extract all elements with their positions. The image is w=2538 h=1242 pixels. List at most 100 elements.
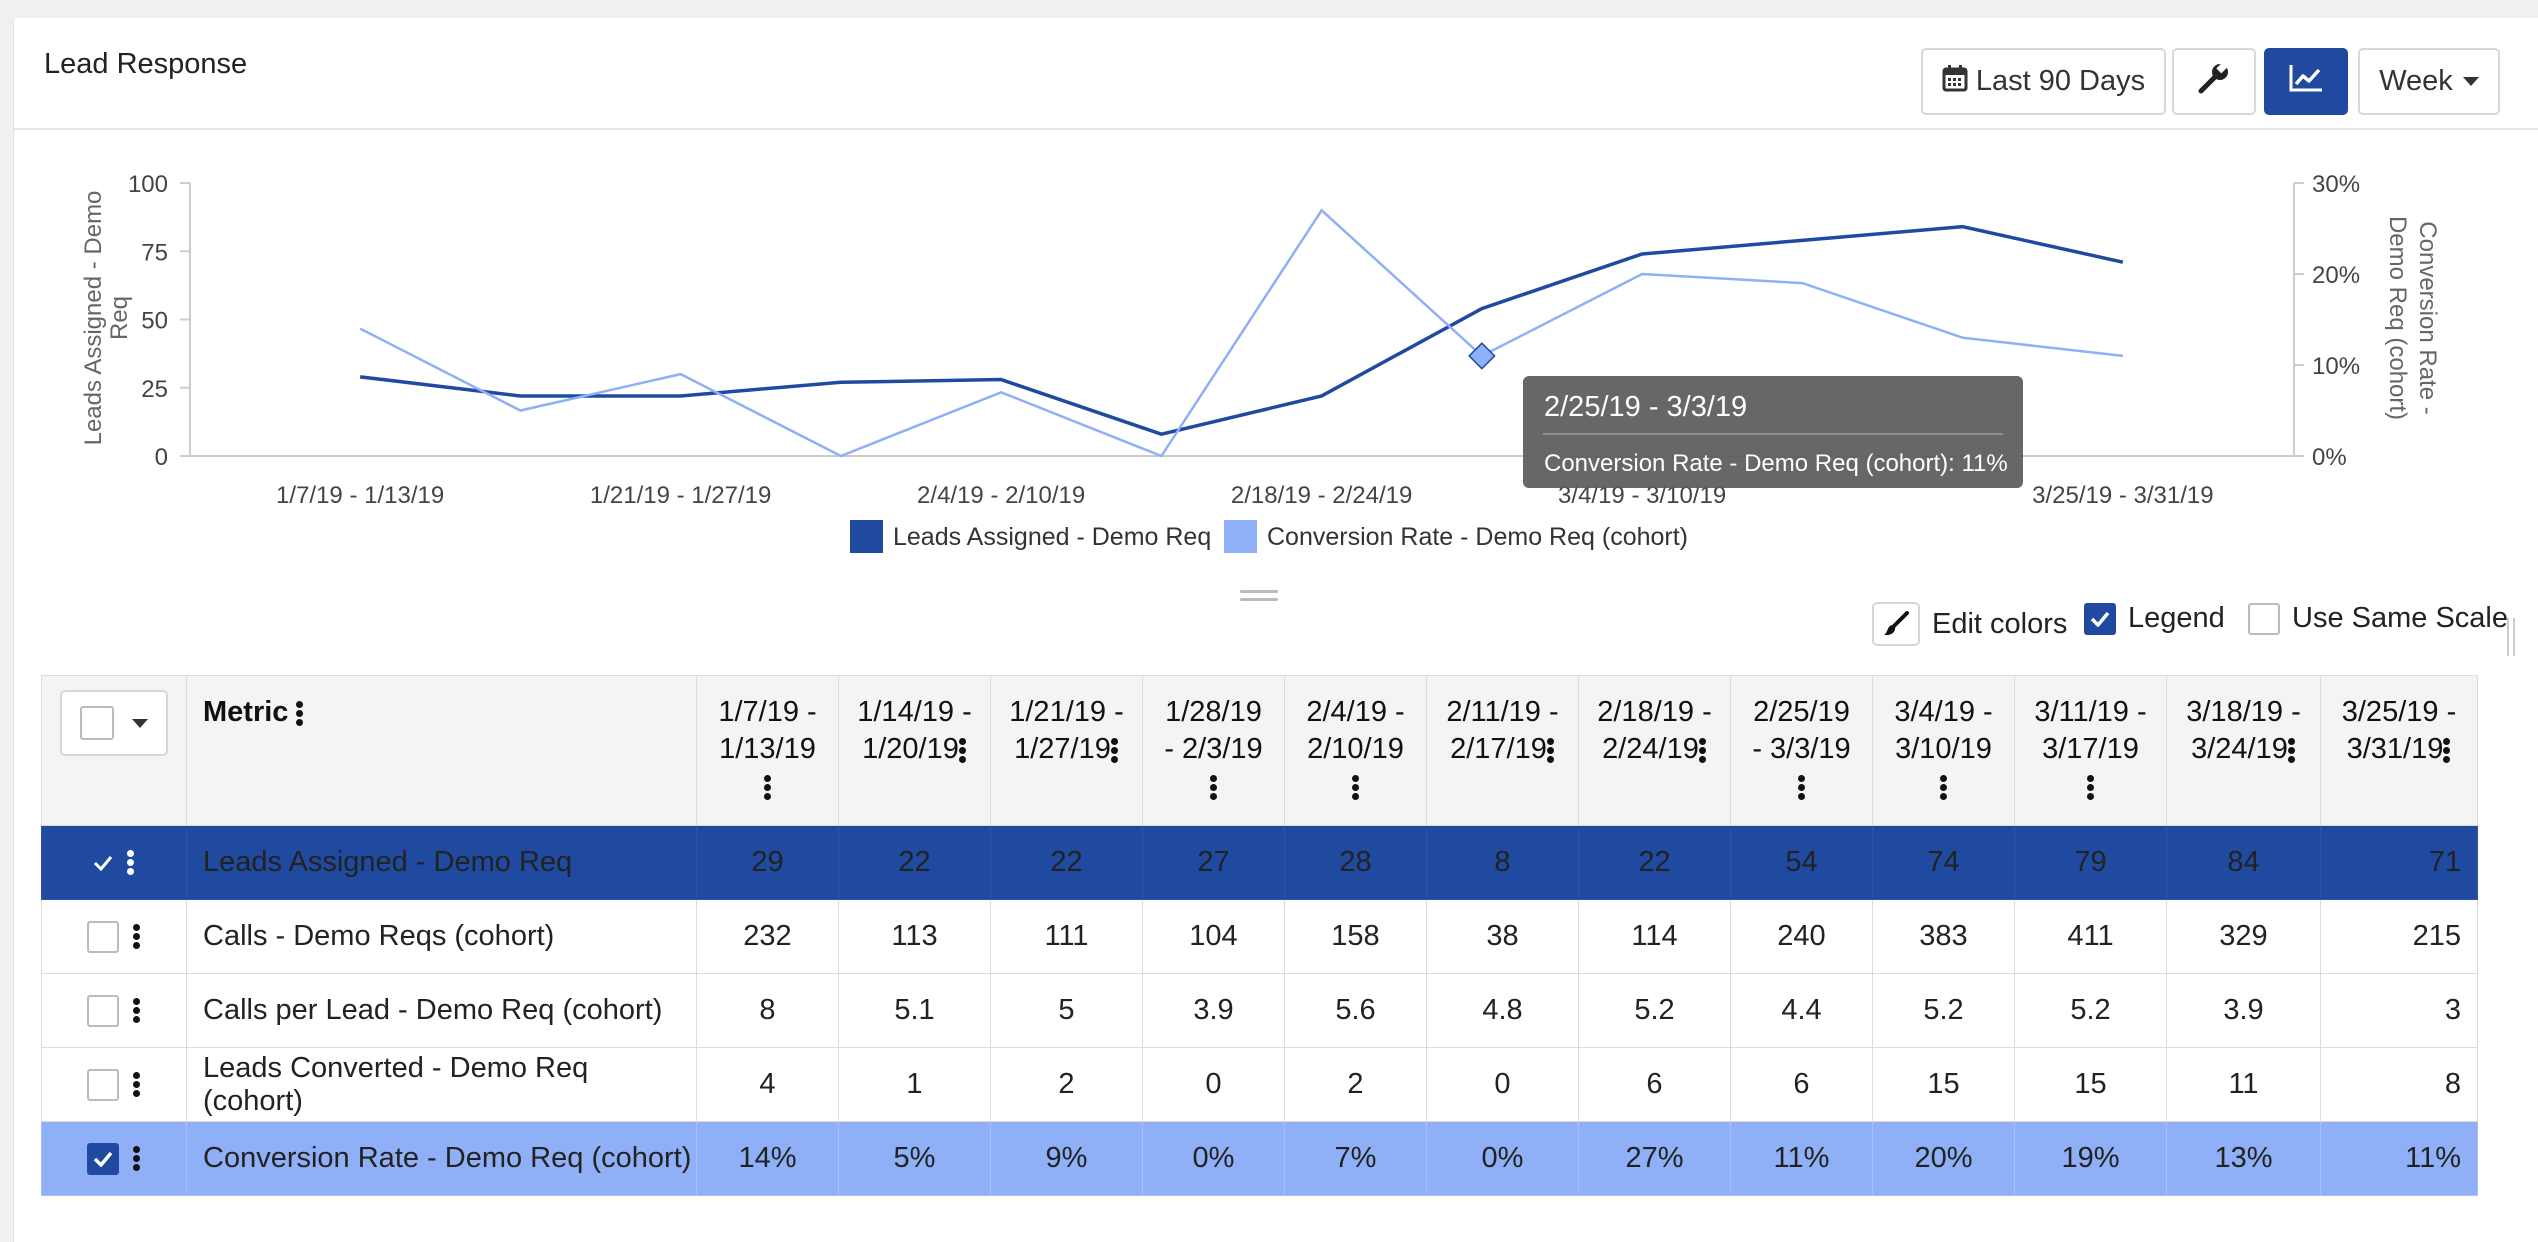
metric-name-cell: Leads Converted - Demo Req (cohort): [186, 1047, 697, 1122]
row-checkbox[interactable]: [87, 1142, 119, 1175]
legend-label: Legend: [2128, 602, 2225, 634]
date-column-header[interactable]: 3/11/19 - 3/17/19: [2014, 675, 2167, 826]
select-all-dropdown[interactable]: [60, 690, 168, 756]
settings-button[interactable]: [2172, 48, 2256, 115]
chevron-down-icon: [2462, 77, 2479, 86]
value-cell: 8: [1426, 825, 1579, 900]
kebab-menu-icon[interactable]: [2287, 736, 2296, 765]
legend-toggle[interactable]: Legend: [2084, 602, 2225, 635]
interval-dropdown[interactable]: Week: [2358, 48, 2500, 115]
date-column-header[interactable]: 2/4/19 - 2/10/19: [1284, 675, 1427, 826]
value-cell: 240: [1730, 899, 1873, 974]
value-cell: 5.6: [1284, 973, 1427, 1048]
value-cell: 27: [1142, 825, 1285, 900]
kebab-menu-icon[interactable]: [1209, 773, 1218, 802]
value-cell: 4.4: [1730, 973, 1873, 1048]
kebab-menu-icon[interactable]: [958, 736, 967, 765]
date-column-header[interactable]: 1/7/19 - 1/13/19: [696, 675, 839, 826]
same-scale-toggle[interactable]: Use Same Scale: [2248, 602, 2508, 635]
date-column-header[interactable]: 3/25/19 - 3/31/19: [2320, 675, 2478, 826]
kebab-menu-icon[interactable]: [133, 996, 141, 1025]
panel-header: Lead Response Last 90 Days Week: [14, 18, 2538, 130]
row-checkbox[interactable]: [87, 920, 119, 953]
x-tick-label: 1/7/19 - 1/13/19: [276, 482, 444, 509]
same-scale-checkbox[interactable]: [2248, 602, 2280, 635]
kebab-menu-icon[interactable]: [2086, 773, 2095, 802]
x-tick-label: 1/21/19 - 1/27/19: [590, 482, 771, 509]
legend-checkbox[interactable]: [2084, 602, 2116, 635]
kebab-menu-icon[interactable]: [1797, 773, 1806, 802]
kebab-menu-icon[interactable]: [127, 848, 135, 877]
date-header-line2: 1/20/19: [862, 733, 959, 765]
y-right-axis-title: Conversion Rate -Demo Req (cohort): [2384, 216, 2441, 420]
date-header-line1: 1/28/19: [1165, 696, 1262, 728]
value-cell: 11%: [2320, 1121, 2478, 1196]
scrollbar-handle[interactable]: [2507, 618, 2515, 656]
value-cell: 74: [1872, 825, 2015, 900]
date-column-header[interactable]: 3/18/19 - 3/24/19: [2166, 675, 2321, 826]
row-checkbox[interactable]: [93, 846, 113, 879]
date-column-header[interactable]: 2/18/19 - 2/24/19: [1578, 675, 1731, 826]
kebab-menu-icon[interactable]: [296, 699, 304, 728]
tooltip-box: [1523, 376, 2023, 488]
legend-swatch-1: [850, 520, 883, 553]
table-row[interactable]: Leads Assigned - Demo Req 29 22 22 27 28 8 22 54…: [41, 825, 2478, 900]
date-column-header[interactable]: 1/14/19 - 1/20/19: [838, 675, 991, 826]
kebab-menu-icon[interactable]: [763, 773, 772, 802]
value-cell: 5.2: [1578, 973, 1731, 1048]
value-cell: 5%: [838, 1121, 991, 1196]
table-row[interactable]: Leads Converted - Demo Req (cohort) 4 1 2 0 2…: [41, 1047, 2478, 1122]
kebab-menu-icon[interactable]: [2443, 736, 2451, 765]
value-cell: 54: [1730, 825, 1873, 900]
dual-axis-line-chart: 0 25 50 75 100 0% 10% 20% 30% Leads Assigned - De…: [80, 171, 2441, 553]
tooltip-title: 2/25/19 - 3/3/19: [1544, 391, 1747, 423]
date-header-line1: 2/18/19 -: [1597, 696, 1712, 728]
y-right-tick-label: 30%: [2312, 171, 2360, 198]
x-tick-label: 2/4/19 - 2/10/19: [917, 482, 1085, 509]
kebab-menu-icon[interactable]: [1351, 773, 1360, 802]
date-header-line2: 1/13/19: [719, 733, 816, 765]
legend-swatch-2: [1224, 520, 1257, 553]
value-cell: 0%: [1142, 1121, 1285, 1196]
edit-colors-label: Edit colors: [1932, 607, 2068, 640]
kebab-menu-icon[interactable]: [133, 922, 141, 951]
kebab-menu-icon[interactable]: [133, 1144, 141, 1173]
edit-colors-control[interactable]: Edit colors: [1872, 602, 2067, 646]
resize-handle[interactable]: [1240, 590, 1278, 604]
select-all-header: [41, 675, 187, 826]
wrench-icon: [2197, 61, 2231, 103]
table-row[interactable]: Conversion Rate - Demo Req (cohort) 14% 5%…: [41, 1121, 2478, 1196]
kebab-menu-icon[interactable]: [1939, 773, 1948, 802]
row-select-cell: [41, 825, 187, 900]
date-header-line1: 2/11/19 -: [1446, 696, 1559, 728]
table-row[interactable]: Calls - Demo Reqs (cohort) 232 113 111 104 15…: [41, 899, 2478, 974]
value-cell: 232: [696, 899, 839, 974]
kebab-menu-icon[interactable]: [1110, 736, 1119, 765]
date-header-line1: 1/21/19 -: [1009, 696, 1124, 728]
row-checkbox[interactable]: [87, 994, 119, 1027]
date-column-header[interactable]: 1/21/19 - 1/27/19: [990, 675, 1143, 826]
date-header-line2: 2/10/19: [1307, 733, 1404, 765]
kebab-menu-icon[interactable]: [133, 1070, 141, 1099]
date-column-header[interactable]: 2/11/19 - 2/17/19: [1426, 675, 1579, 826]
row-checkbox[interactable]: [87, 1068, 119, 1101]
date-column-header[interactable]: 3/4/19 - 3/10/19: [1872, 675, 2015, 826]
row-select-cell: [41, 1121, 187, 1196]
table-body: Leads Assigned - Demo Req 29 22 22 27 28 8 22 54…: [41, 825, 2478, 1196]
kebab-menu-icon[interactable]: [1698, 736, 1707, 765]
date-header-line2: 3/31/19: [2346, 733, 2444, 765]
row-select-cell: [41, 899, 187, 974]
value-cell: 5.1: [838, 973, 991, 1048]
paint-brush-icon: [1872, 602, 1920, 646]
kebab-menu-icon[interactable]: [1546, 736, 1555, 765]
value-cell: 158: [1284, 899, 1427, 974]
date-column-header[interactable]: 2/25/19 - 3/3/19: [1730, 675, 1873, 826]
metric-column-header[interactable]: Metric: [186, 675, 697, 826]
chart-view-button[interactable]: [2264, 48, 2348, 115]
value-cell: 38: [1426, 899, 1579, 974]
select-all-checkbox[interactable]: [80, 706, 114, 740]
date-range-button[interactable]: Last 90 Days: [1921, 48, 2166, 115]
tooltip-text: Conversion Rate - Demo Req (cohort): 11%: [1544, 450, 2008, 477]
date-column-header[interactable]: 1/28/19 - 2/3/19: [1142, 675, 1285, 826]
table-row[interactable]: Calls per Lead - Demo Req (cohort) 8 5.1 5 3…: [41, 973, 2478, 1048]
